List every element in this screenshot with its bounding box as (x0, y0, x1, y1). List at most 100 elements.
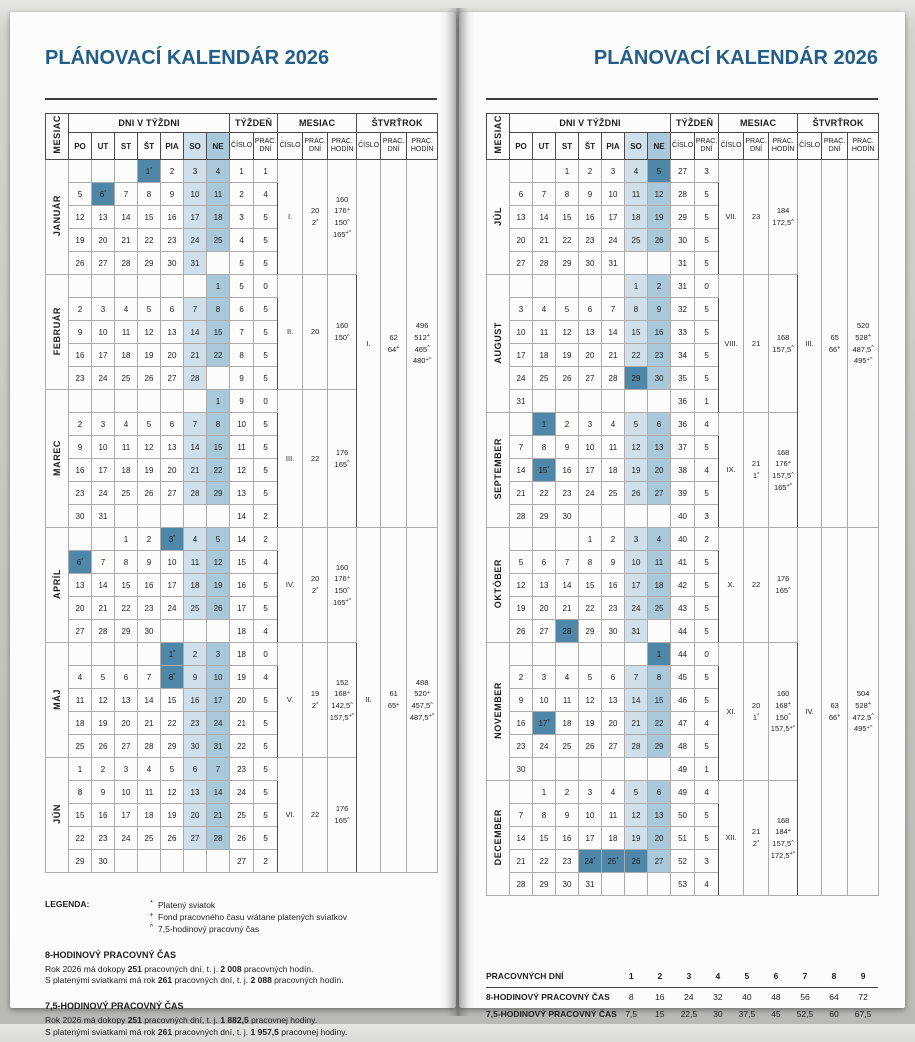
stat-line: 165+^ (332, 597, 352, 607)
day-cell: 11 (68, 688, 92, 712)
day-cell: 31 (91, 504, 115, 528)
day-cell: 17 (91, 458, 115, 482)
day-cell: 12 (646, 182, 672, 206)
legend-symbol-sup: * (547, 466, 550, 472)
week-number: 47 (670, 711, 696, 735)
week-workdays-header: PRAC. DNÍ (253, 132, 279, 160)
week-workdays: 5 (253, 366, 279, 390)
month-label-text: JÚN (52, 804, 62, 824)
month-number: XII. (718, 780, 745, 896)
stat-line: 22 (310, 453, 320, 463)
day-cell: 14 (555, 573, 579, 597)
day-cell: 9 (646, 297, 672, 321)
calendar-table: MESIAC DNI V TÝŽDNI TÝŽDEŇ MESIAC ŠTVRŤROK PO… (45, 113, 439, 873)
day-cell: 8 (624, 297, 648, 321)
stat-line: 1* (752, 712, 760, 722)
month-number: VI. (277, 757, 304, 873)
day-cell: 20 (509, 228, 533, 252)
day-cell: 3 (532, 665, 556, 689)
day-cell: 17 (601, 205, 625, 229)
day-cell: 5 (624, 780, 648, 804)
month-workhours-header: PRAC. HODÍN (768, 132, 799, 160)
day-cell: 16 (578, 205, 602, 229)
week-number: 43 (670, 596, 696, 620)
week-workdays: 5 (253, 757, 279, 781)
day-cell: 4 (646, 527, 672, 551)
day-cell: 18 (624, 205, 648, 229)
day-cell: 15 (114, 573, 138, 597)
legend-symbol-sup: +^ (866, 724, 873, 731)
stat-line: 495+^ (853, 724, 873, 734)
month-workdays: 23 (743, 159, 770, 275)
workdays-value-cell: 52,5 (796, 1009, 814, 1019)
day-cell: 3 (91, 412, 115, 436)
week-number: 51 (670, 826, 696, 850)
week-number: 25 (229, 803, 255, 827)
month-number: X. (718, 527, 745, 643)
day-cell (532, 389, 556, 413)
day-cell: 13 (160, 320, 184, 344)
week-number: 44 (670, 642, 696, 666)
day-cell: 2 (578, 159, 602, 183)
day-cell: 24 (578, 481, 602, 505)
weekday-header: NE (205, 132, 231, 160)
day-cell: 21 (183, 458, 207, 482)
day-cell: 21 (509, 849, 533, 873)
day-cell: 20 (646, 458, 672, 482)
stat-line: 528+ (855, 332, 871, 342)
day-cell: 20 (114, 711, 138, 735)
day-cell: 30 (646, 366, 672, 390)
day-cell: 25 (205, 228, 231, 252)
week-workdays: 5 (694, 228, 720, 252)
day-cell: 5 (91, 665, 115, 689)
week-number: 29 (670, 205, 696, 229)
day-cell: 1 (646, 642, 672, 666)
quarter-workhours: 504 528+ 472,5^ 495+^ (847, 527, 880, 896)
week-workdays: 5 (253, 803, 279, 827)
legend-symbol-sup: +^ (428, 713, 435, 720)
day-cell: 9 (137, 550, 161, 574)
worktime-note-bold: 251 (127, 964, 142, 974)
stat-line: III. (805, 338, 814, 348)
day-cell: 9 (578, 182, 602, 206)
day-cell: 6 (601, 665, 625, 689)
day-cell: 10 (532, 688, 556, 712)
day-cell: 24 (532, 734, 556, 758)
worktime-note-bold: 261 (157, 975, 173, 986)
worktime-note: 7,5-HODINOVÝ PRACOVNÝ ČAS Rok 2026 má dok… (45, 1001, 437, 1037)
stat-line: 65 (830, 332, 839, 342)
day-cell: 19 (555, 343, 579, 367)
workdays-count-cell: 4 (703, 968, 733, 988)
stat-line: 160 (335, 562, 349, 572)
day-cell: 12 (68, 205, 92, 229)
day-cell: 1 (555, 159, 579, 183)
month-workdays: 22 (302, 757, 329, 873)
month-number-header: ČÍSLO (718, 132, 745, 160)
week-workdays: 5 (253, 688, 279, 712)
day-cell: 24 (183, 228, 207, 252)
day-cell: 24 (160, 596, 184, 620)
day-cell: 18 (601, 826, 625, 850)
stat-line: 2* (311, 218, 319, 227)
day-cell: 7 (114, 182, 138, 206)
week-number: 11 (229, 435, 255, 459)
day-cell: 19 (137, 458, 161, 482)
day-cell: 11 (646, 550, 672, 574)
week-workdays: 4 (253, 182, 279, 206)
stat-line: 165+^ (773, 482, 793, 492)
stat-line: 176+ (775, 459, 791, 469)
month-workhours: 160 168+ 150^ 157,5+^ (768, 642, 799, 781)
day-cell: 15* (532, 458, 556, 482)
week-number: 35 (670, 366, 696, 390)
week-workdays: 4 (253, 550, 279, 574)
day-cell: 22 (137, 228, 161, 252)
month-label: APRÍL (45, 527, 69, 643)
day-cell: 7 (205, 757, 231, 781)
week-number: 10 (229, 412, 255, 436)
right-page: PLÁNOVACÍ KALENDÁR 2026 MESIAC DNI V TÝŽD… (459, 12, 905, 1019)
stat-line: 63 (830, 700, 839, 710)
stat-line: 504 (856, 689, 870, 699)
day-cell: 13 (91, 205, 115, 229)
week-workdays: 5 (253, 320, 279, 344)
